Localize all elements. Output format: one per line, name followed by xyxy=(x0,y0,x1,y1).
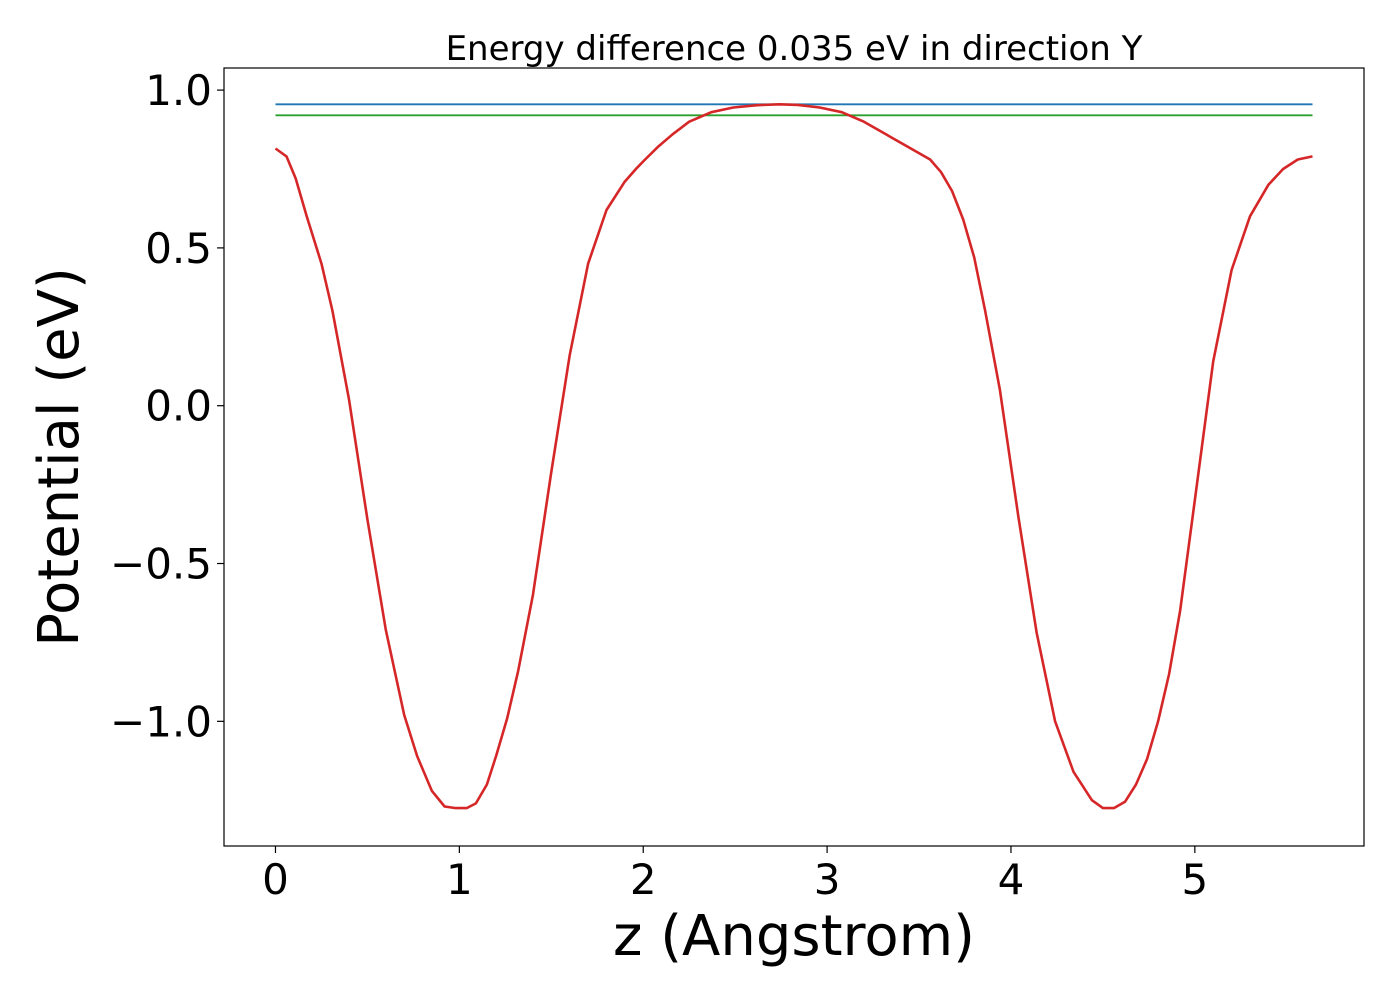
x-tick-label: 2 xyxy=(630,855,657,904)
plot-lines xyxy=(274,103,1313,810)
x-tick-label: 5 xyxy=(1181,855,1208,904)
y-tick-label: 1.0 xyxy=(145,66,212,115)
y-tick-label: −0.5 xyxy=(110,540,212,589)
y-tick-label: 0.5 xyxy=(145,224,212,273)
x-tick-label: 1 xyxy=(446,855,473,904)
x-tick-label: 0 xyxy=(262,855,289,904)
y-axis-ticks: −1.0 −0.5 0.0 0.5 1.0 xyxy=(110,66,224,746)
series-line-2 xyxy=(274,103,1313,810)
x-tick-label: 3 xyxy=(814,855,841,904)
plot-area-frame xyxy=(223,67,1365,847)
x-tick-label: 4 xyxy=(998,855,1025,904)
chart-title: Energy difference 0.035 eV in direction … xyxy=(446,29,1143,69)
y-tick-label: −1.0 xyxy=(110,697,212,746)
x-axis-label: z (Angstrom) xyxy=(613,904,975,969)
x-axis-ticks: 0 1 2 3 4 5 xyxy=(262,846,1208,904)
y-tick-label: 0.0 xyxy=(145,382,212,431)
y-axis-label: Potential (eV) xyxy=(27,267,92,647)
